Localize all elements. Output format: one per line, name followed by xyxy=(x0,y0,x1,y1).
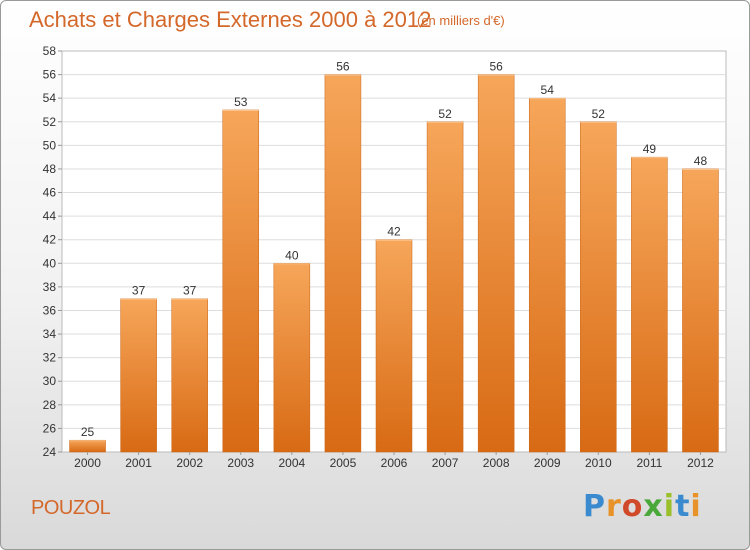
y-tick-label: 32 xyxy=(43,351,57,365)
bar xyxy=(171,298,208,453)
data-label: 42 xyxy=(387,225,401,239)
x-tick-label: 2002 xyxy=(176,456,203,470)
logo-letter: i xyxy=(690,489,702,524)
bar xyxy=(631,156,668,453)
data-label: 25 xyxy=(81,425,95,439)
bars xyxy=(69,74,719,453)
bar xyxy=(580,121,617,453)
y-tick-label: 24 xyxy=(43,445,57,459)
bar xyxy=(528,97,566,453)
bar xyxy=(324,74,362,453)
y-tick-label: 34 xyxy=(43,327,57,341)
x-tick-label: 2003 xyxy=(227,456,254,470)
location-label: POUZOL xyxy=(31,497,111,519)
x-tick-label: 2008 xyxy=(483,456,510,470)
y-tick-label: 40 xyxy=(43,256,57,270)
bar xyxy=(426,121,464,453)
logo-letter: r xyxy=(606,489,622,524)
y-tick-label: 48 xyxy=(43,162,57,176)
logo-letter: o xyxy=(621,489,644,524)
logo-letter: i xyxy=(663,489,676,524)
y-tick-label: 50 xyxy=(43,138,57,152)
data-label: 52 xyxy=(592,107,606,121)
x-axis-ticks: 2000 2001 2002 2003 2004 2005 2006 2007 2008 2009… xyxy=(74,452,714,470)
proxiti-logo[interactable]: Proxiti xyxy=(583,489,702,524)
logo-letter: x xyxy=(643,489,664,524)
x-tick-label: 2009 xyxy=(534,456,561,470)
x-tick-label: 2000 xyxy=(74,456,101,470)
logo-letter: P xyxy=(583,489,606,524)
bar xyxy=(375,239,413,453)
y-tick-label: 42 xyxy=(43,233,57,247)
data-label: 54 xyxy=(541,83,555,97)
data-label: 40 xyxy=(285,248,299,262)
chart-title: Achats et Charges Externes 2000 à 2012 xyxy=(29,7,432,32)
y-tick-label: 44 xyxy=(43,209,57,223)
data-label: 52 xyxy=(438,107,452,121)
logo-letter: t xyxy=(675,489,691,524)
data-label: 37 xyxy=(183,284,197,298)
data-label: 56 xyxy=(336,60,350,74)
x-tick-label: 2010 xyxy=(585,456,612,470)
bar xyxy=(477,74,515,453)
data-label: 37 xyxy=(132,284,146,298)
bar xyxy=(120,298,157,453)
bar xyxy=(682,168,719,453)
data-label: 48 xyxy=(694,154,708,168)
data-label: 53 xyxy=(234,95,248,109)
y-tick-label: 58 xyxy=(43,44,57,58)
bar xyxy=(273,263,311,453)
chart-subtitle: (en milliers d'€) xyxy=(417,13,505,28)
bar xyxy=(69,439,106,453)
x-tick-label: 2012 xyxy=(687,456,714,470)
x-tick-label: 2004 xyxy=(278,456,305,470)
data-label: 49 xyxy=(643,142,657,156)
y-tick-label: 38 xyxy=(43,280,57,294)
x-tick-label: 2011 xyxy=(636,456,662,470)
x-tick-label: 2001 xyxy=(125,456,152,470)
data-label: 56 xyxy=(489,60,503,74)
x-tick-label: 2005 xyxy=(330,456,357,470)
y-tick-label: 56 xyxy=(43,68,57,82)
x-tick-label: 2006 xyxy=(381,456,408,470)
y-tick-label: 26 xyxy=(43,421,57,435)
y-tick-label: 52 xyxy=(43,115,57,129)
value-labels: 25 37 37 53 40 56 42 52 56 54 52 49 48 xyxy=(81,60,708,440)
y-tick-label: 46 xyxy=(43,186,57,200)
y-tick-label: 28 xyxy=(43,398,57,412)
y-tick-label: 54 xyxy=(43,91,57,105)
y-tick-label: 36 xyxy=(43,303,57,317)
y-tick-label: 30 xyxy=(43,374,57,388)
y-axis-ticks: 24 26 28 30 32 34 36 38 40 42 44 46 48 50 52 54 56 58 xyxy=(43,44,62,459)
x-tick-label: 2007 xyxy=(432,456,459,470)
bar xyxy=(222,109,260,453)
